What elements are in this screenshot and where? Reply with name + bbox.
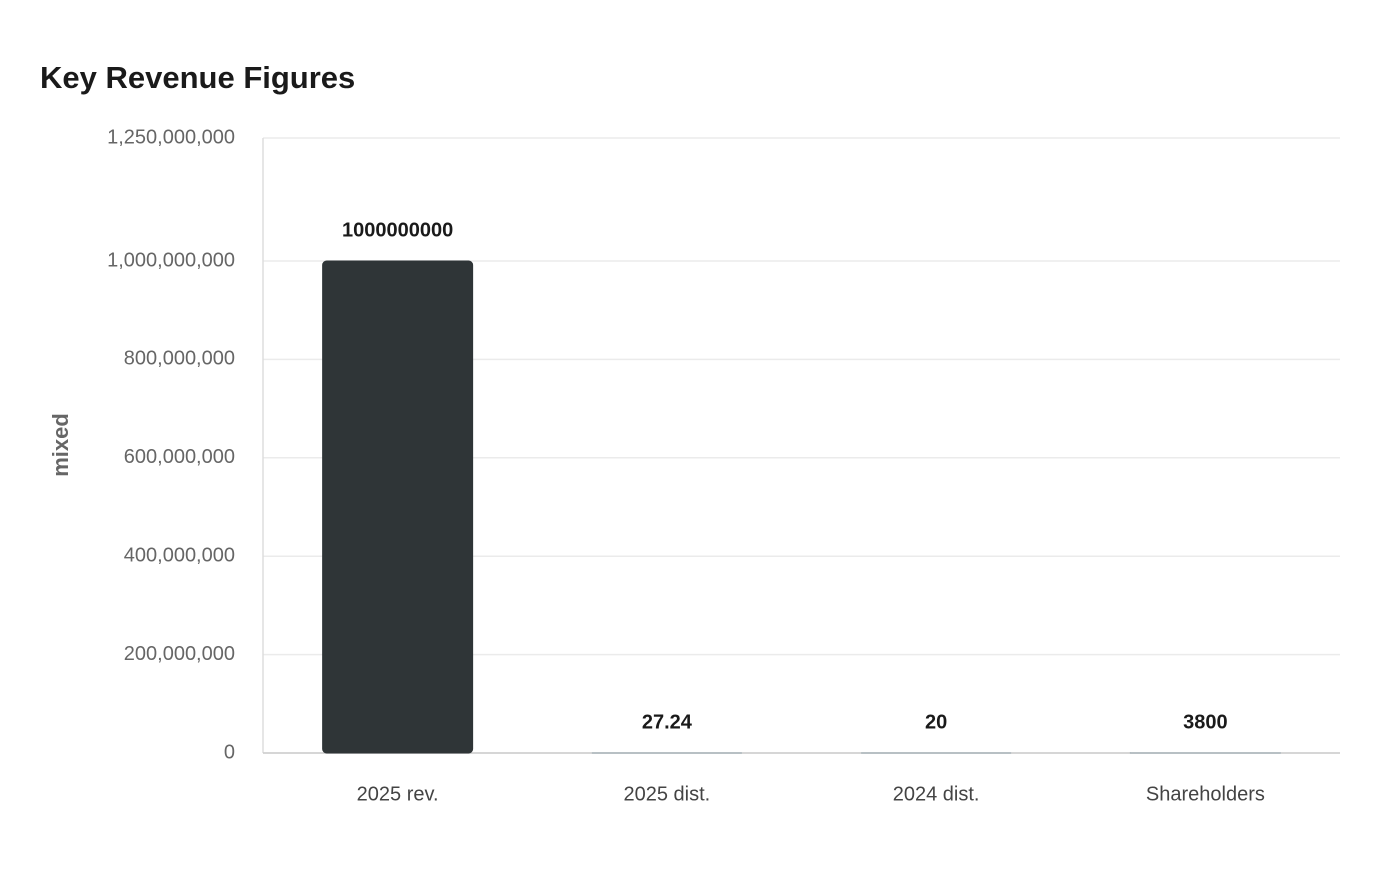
y-tick-label: 0 [224,741,235,763]
y-axis-label: mixed [48,413,73,477]
value-label: 20 [925,711,947,733]
y-tick-label: 1,000,000,000 [107,249,235,271]
chart-title: Key Revenue Figures [40,60,355,95]
y-tick-label: 1,250,000,000 [107,126,235,148]
y-tick-label: 200,000,000 [124,643,235,665]
x-tick-label: Shareholders [1146,783,1265,805]
value-label: 3800 [1183,711,1228,733]
y-tick-label: 400,000,000 [124,544,235,566]
x-tick-label: 2025 rev. [357,783,439,805]
y-tick-label: 800,000,000 [124,348,235,370]
x-tick-label: 2025 dist. [624,783,711,805]
x-tick-label: 2024 dist. [893,783,980,805]
value-label: 1000000000 [342,219,453,241]
y-tick-label: 600,000,000 [124,446,235,468]
bar [322,260,474,754]
value-label: 27.24 [642,711,693,733]
